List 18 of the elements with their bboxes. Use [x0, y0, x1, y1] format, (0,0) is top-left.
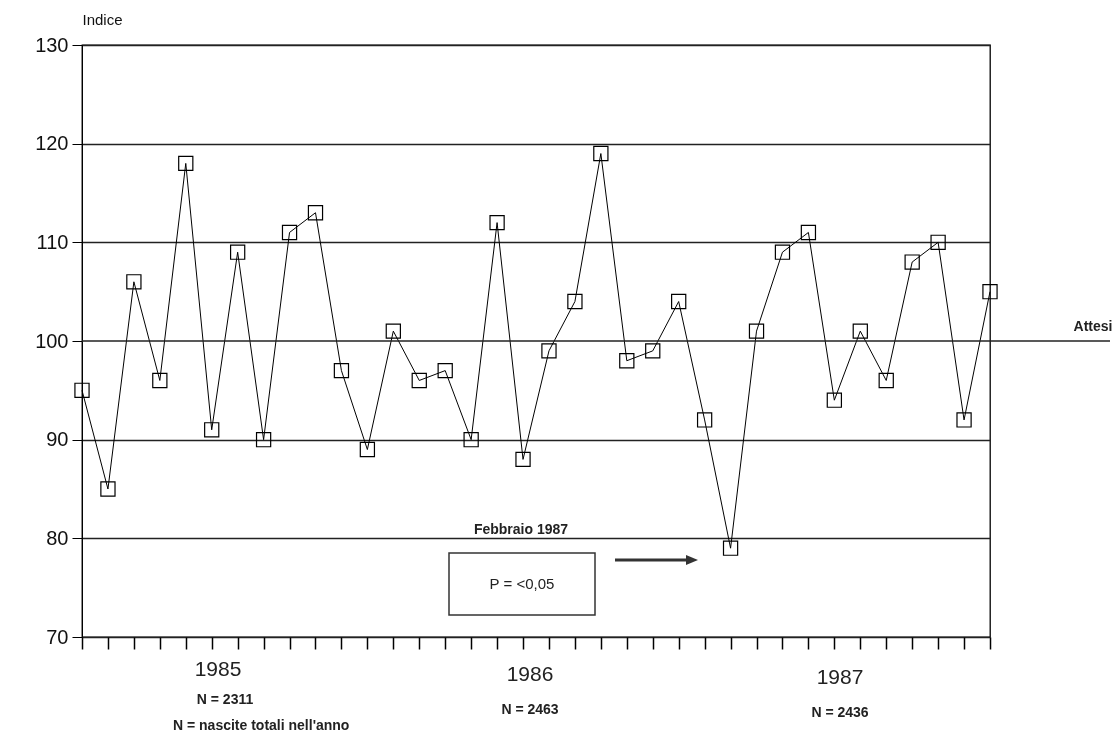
y-tick-label: 120 [35, 132, 69, 155]
y-tick-label: 100 [35, 329, 69, 352]
annotation: Febbraio 1987 [473, 521, 569, 537]
text: 1986 [506, 662, 554, 685]
y-tick-label: 80 [46, 526, 69, 549]
annotation: P = <0,05 [489, 575, 555, 592]
y-tick-label: 110 [36, 230, 69, 253]
y-tick-label: 130 [35, 33, 69, 56]
text: N = 2311 [196, 691, 254, 707]
text: N = 2436 [811, 704, 869, 720]
ref-line-label: Attesi [1073, 318, 1113, 334]
text: N = 2463 [501, 701, 559, 717]
y-tick-label: 70 [46, 625, 69, 648]
text: N = nascite totali nell'anno [173, 717, 350, 733]
text: 1987 [816, 665, 864, 688]
y-tick-label: 90 [46, 428, 69, 451]
y-axis-title: Indice [82, 10, 123, 28]
text: 1985 [194, 657, 242, 680]
